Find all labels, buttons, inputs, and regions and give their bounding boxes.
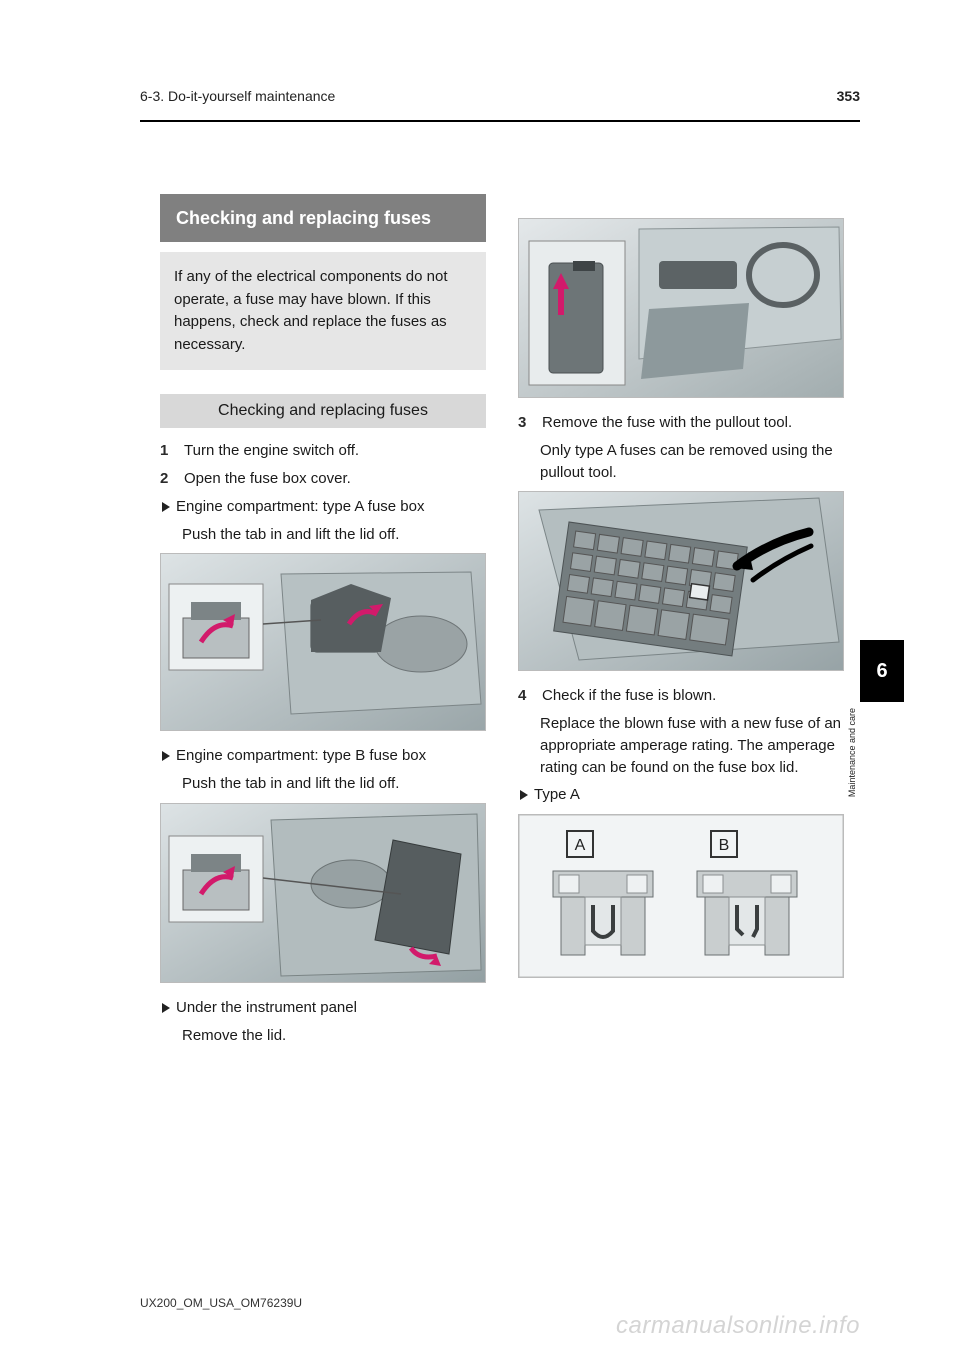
- content-columns: Checking and replacing fuses If any of t…: [160, 194, 844, 1238]
- legend-a-letter: A: [575, 837, 586, 854]
- right-column: 3 Remove the fuse with the pullout tool.…: [518, 194, 844, 1238]
- type-a-bullet: Type A: [520, 784, 844, 806]
- page-header: 6-3. Do-it-yourself maintenance 353: [140, 88, 860, 104]
- location-a-bullet: Engine compartment: type A fuse box: [162, 496, 486, 518]
- section-path: 6-3. Do-it-yourself maintenance: [140, 88, 335, 104]
- step-2-number: 2: [160, 468, 176, 490]
- watermark: carmanualsonline.info: [616, 1312, 860, 1340]
- intro-box: If any of the electrical components do n…: [160, 252, 486, 370]
- step-2-text: Open the fuse box cover.: [184, 468, 351, 490]
- step-1: 1 Turn the engine switch off.: [160, 440, 486, 462]
- figure-engine-compartment-b: [160, 803, 486, 983]
- chapter-tab-label: Maintenance and care: [848, 708, 916, 797]
- triangle-icon: [520, 790, 528, 800]
- footer-doc-code: UX200_OM_USA_OM76239U: [140, 1296, 302, 1310]
- chapter-tab-number: 6: [876, 660, 887, 683]
- step-3: 3 Remove the fuse with the pullout tool.: [518, 412, 844, 434]
- triangle-icon: [162, 502, 170, 512]
- location-a-label: Engine compartment: type A fuse box: [176, 496, 424, 518]
- step-3-text: Remove the fuse with the pullout tool.: [542, 412, 792, 434]
- left-column: Checking and replacing fuses If any of t…: [160, 194, 486, 1238]
- legend-b-letter: B: [719, 837, 730, 854]
- location-c-label: Under the instrument panel: [176, 997, 357, 1019]
- location-b-desc: Push the tab in and lift the lid off.: [160, 773, 486, 795]
- intro-text: If any of the electrical components do n…: [174, 268, 448, 353]
- type-a-label: Type A: [534, 784, 580, 806]
- location-c-desc: Remove the lid.: [160, 1025, 486, 1047]
- subheader-bar: Checking and replacing fuses: [160, 394, 486, 428]
- subheader-text: Checking and replacing fuses: [218, 402, 428, 419]
- header-rule: [140, 120, 860, 122]
- step-3-note: Only type A fuses can be removed using t…: [518, 440, 844, 484]
- step-4: 4 Check if the fuse is blown.: [518, 685, 844, 707]
- topic-title: Checking and replacing fuses: [176, 208, 431, 228]
- topic-title-box: Checking and replacing fuses: [160, 194, 486, 242]
- figure-under-instrument-panel: [518, 218, 844, 398]
- step-4-para: Replace the blown fuse with a new fuse o…: [518, 713, 844, 778]
- figure-pullout-tool: [518, 491, 844, 671]
- chapter-tab: 6: [860, 640, 904, 702]
- triangle-icon: [162, 1003, 170, 1013]
- location-b-label: Engine compartment: type B fuse box: [176, 745, 426, 767]
- step-4-number: 4: [518, 685, 534, 707]
- step-1-number: 1: [160, 440, 176, 462]
- triangle-icon: [162, 751, 170, 761]
- location-b-bullet: Engine compartment: type B fuse box: [162, 745, 486, 767]
- location-a-desc: Push the tab in and lift the lid off.: [160, 524, 486, 546]
- page-container: 6-3. Do-it-yourself maintenance 353 Chec…: [0, 0, 960, 1358]
- step-3-number: 3: [518, 412, 534, 434]
- step-2: 2 Open the fuse box cover.: [160, 468, 486, 490]
- step-4-text: Check if the fuse is blown.: [542, 685, 716, 707]
- location-c-bullet: Under the instrument panel: [162, 997, 486, 1019]
- page-number: 353: [837, 88, 860, 104]
- figure-fuse-type-a: A B: [518, 814, 844, 978]
- step-1-text: Turn the engine switch off.: [184, 440, 359, 462]
- figure-engine-compartment-a: [160, 553, 486, 731]
